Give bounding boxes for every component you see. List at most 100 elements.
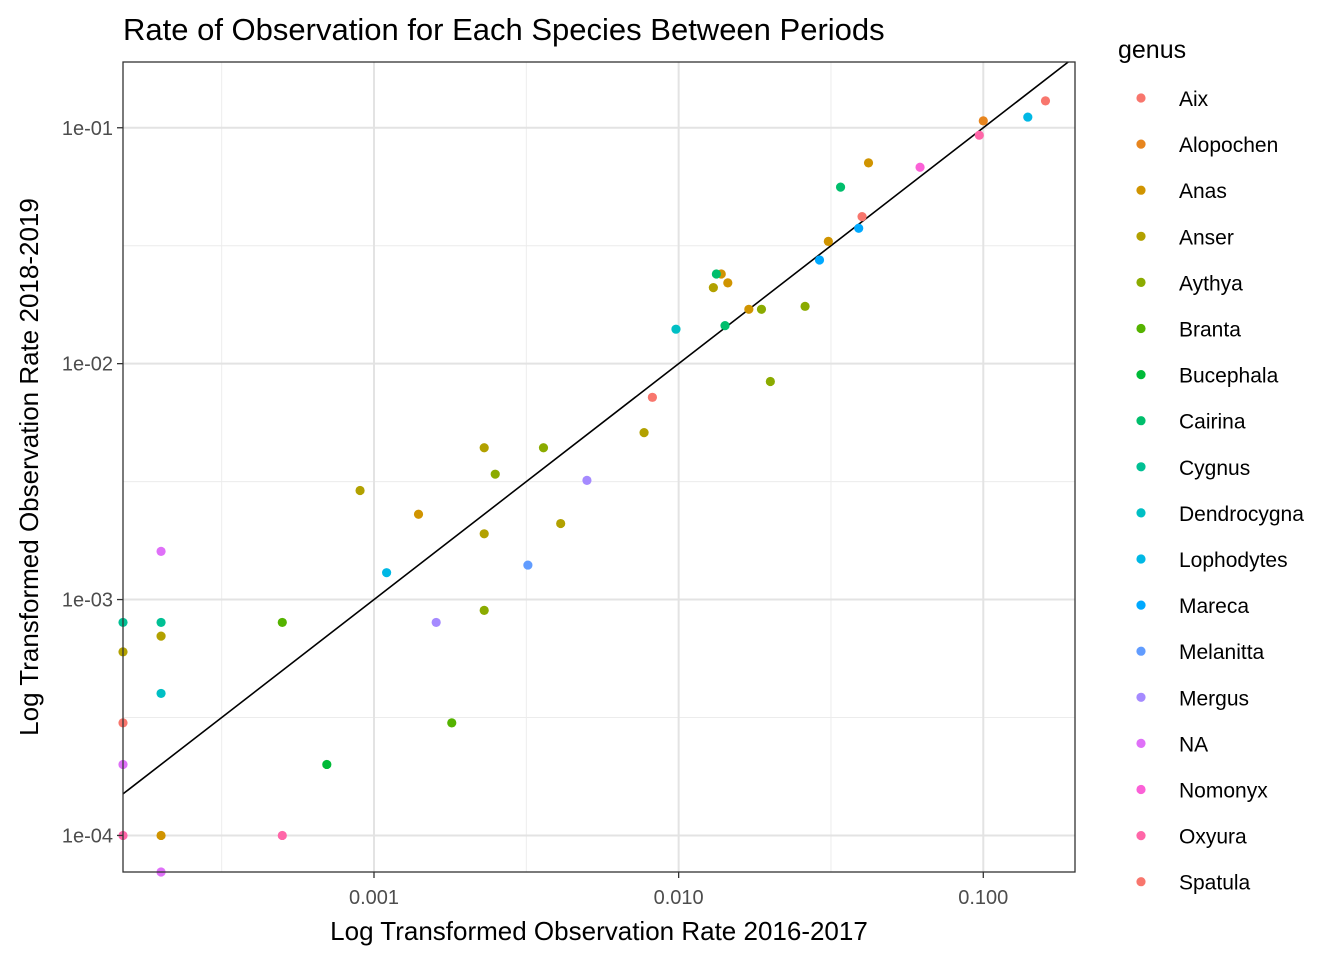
legend-label: Oxyura [1179,826,1247,849]
data-point-anser [355,485,365,496]
x-tick-label: 0.001 [349,887,399,909]
data-point-aix [647,392,657,402]
legend-item-cygnus: Cygnus [1136,457,1250,480]
legend-label: Alopochen [1179,134,1278,157]
data-point-alopochen [978,116,988,126]
data-point-anser [479,443,489,453]
y-tick-label: 1e-03 [62,590,113,612]
data-point-melanitta [523,560,533,570]
data-point-mergus [431,617,441,628]
legend-item-na: NA [1136,733,1208,756]
data-point-anas [744,304,754,314]
data-point-anser [639,428,649,438]
legend-item-dendrocygna: Dendrocygna [1136,503,1304,526]
legend-key [1136,277,1146,287]
legend-key [1136,462,1146,472]
reference-line [122,61,1069,795]
legend-item-bucephala: Bucephala [1136,365,1279,388]
panel-border [122,61,1076,873]
data-point-dendrocygna [156,688,166,699]
data-point-anas [823,236,833,246]
data-point-cairina [835,182,846,192]
data-point-aythya [765,376,775,387]
axes: 0.001 0.010 0.100 1e-04 1e-03 1e-02 1e-01 [62,118,1008,909]
legend-item-aythya: Aythya [1136,272,1243,295]
data-point-lophodytes [382,568,392,578]
legend-item-melanitta: Melanitta [1136,641,1265,664]
legend-item-mareca: Mareca [1136,595,1249,618]
data-points [118,96,1051,877]
data-point-na [156,546,166,557]
legend-key [1136,738,1146,749]
data-point-anser [556,518,566,529]
data-point-cygnus [156,617,166,628]
legend-item-aix: Aix [1136,88,1209,111]
data-point-aythya [756,304,767,314]
legend-item-branta: Branta [1136,319,1241,342]
x-axis-title: Log Transformed Observation Rate 2016-20… [330,916,868,946]
legend-key [1136,416,1146,426]
grid [123,62,1075,872]
legend-label: Anas [1179,180,1227,203]
data-point-bucephala [322,759,332,770]
legend-key [1136,831,1146,841]
data-point-aythya [800,301,810,311]
data-point-anas [723,278,733,288]
legend-title: genus [1118,36,1186,64]
data-point-anser [479,529,489,539]
legend-label: NA [1179,733,1208,756]
legend-key [1136,185,1146,195]
data-point-cairina [720,320,730,331]
legend-label: Spatula [1179,872,1251,895]
data-point-spatula [1040,96,1051,106]
legend-label: Mergus [1179,687,1249,710]
data-point-aythya [490,469,500,479]
legend: genus Aix Alopochen Anas Anser Aythya Branta B… [1118,36,1304,895]
y-tick-label: 1e-01 [62,118,113,140]
legend-key [1136,508,1146,518]
data-point-spatula [857,212,867,222]
legend-item-oxyura: Oxyura [1136,826,1247,849]
data-point-anser [708,283,718,293]
data-point-branta [447,718,457,728]
legend-label: Dendrocygna [1179,503,1304,526]
x-tick-label: 0.010 [654,887,704,909]
data-point-nomonyx [915,162,925,172]
data-point-dendrocygna [671,324,681,334]
legend-label: Cairina [1179,411,1246,434]
legend-item-anser: Anser [1136,226,1234,249]
legend-key [1136,93,1146,103]
data-point-anas [156,830,166,841]
y-axis-title: Log Transformed Observation Rate 2018-20… [14,198,44,736]
legend-label: Aythya [1179,272,1243,295]
legend-key [1136,554,1146,564]
data-point-anser [156,631,166,641]
legend-label: Bucephala [1179,365,1279,388]
legend-label: Cygnus [1179,457,1250,480]
legend-label: Branta [1179,319,1241,342]
legend-item-mergus: Mergus [1136,687,1249,710]
data-point-aythya [538,443,549,453]
legend-label: Lophodytes [1179,549,1288,572]
legend-key [1136,323,1146,334]
data-point-aythya [479,605,489,615]
data-point-mareca [854,223,864,233]
legend-key [1136,600,1146,610]
legend-key [1136,692,1146,702]
y-tick-label: 1e-04 [62,825,113,847]
legend-label: Anser [1179,226,1234,249]
legend-key [1136,231,1146,241]
data-point-cairina [711,269,721,279]
data-point-mergus [582,475,592,485]
reference-line-layer [122,61,1069,795]
data-point-branta [277,617,287,628]
y-tick-label: 1e-02 [62,354,113,376]
legend-item-nomonyx: Nomonyx [1136,780,1268,803]
legend-label: Mareca [1179,595,1249,618]
data-point-anas [863,158,874,168]
legend-item-alopochen: Alopochen [1136,134,1278,157]
data-point-lophodytes [1023,112,1033,122]
x-tick-label: 0.100 [958,887,1008,909]
legend-key [1136,139,1146,149]
